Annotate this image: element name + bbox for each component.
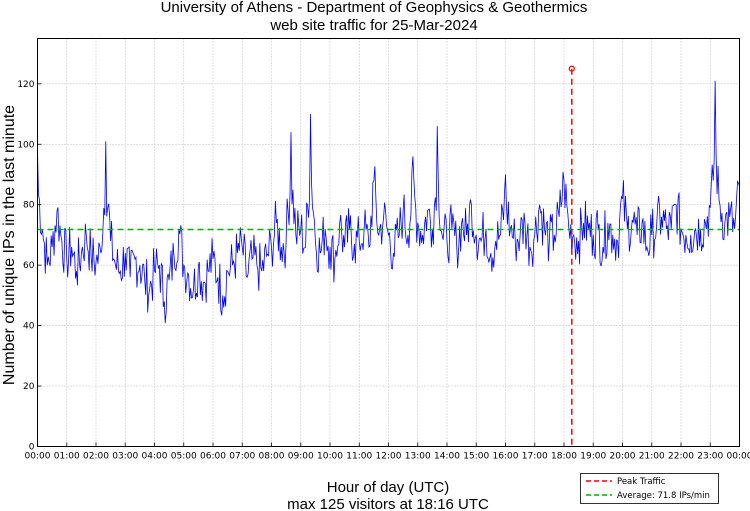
y-tick-label: 0: [29, 443, 35, 453]
x-tick-label: 10:00: [317, 452, 343, 462]
legend-average-label: Average: 71.8 IPs/min: [617, 491, 710, 501]
x-tick-label: 20:00: [610, 452, 636, 462]
legend-peak-label: Peak Traffic: [617, 477, 666, 487]
visitors-trace: [37, 80, 740, 324]
x-tick-label: 11:00: [346, 452, 372, 462]
y-tick-label: 20: [23, 382, 35, 392]
x-tick-label: 00:00: [25, 452, 51, 462]
x-tick-label: 00:00: [727, 452, 750, 462]
x-tick-label: 22:00: [668, 452, 694, 462]
y-axis-label: Number of unique IPs in the last minute: [1, 105, 18, 385]
x-tick-label: 05:00: [171, 452, 197, 462]
chart-title: University of Athens - Department of Geo…: [161, 0, 588, 16]
chart-subtitle: web site traffic for 25-Mar-2024: [269, 17, 477, 34]
x-tick-label: 23:00: [697, 452, 723, 462]
x-tick-label: 13:00: [405, 452, 431, 462]
x-tick-label: 12:00: [376, 452, 402, 462]
x-tick-label: 01:00: [54, 452, 80, 462]
x-tick-label: 06:00: [200, 452, 226, 462]
x-tick-label: 14:00: [434, 452, 460, 462]
x-tick-label: 03:00: [112, 452, 138, 462]
x-tick-label: 21:00: [639, 452, 665, 462]
x-tick-label: 18:00: [551, 452, 577, 462]
y-tick-label: 40: [23, 322, 35, 332]
y-tick-label: 60: [23, 261, 35, 271]
visitors-series: [37, 80, 740, 324]
y-axis-ticks: 0 20 40 60 80 100 120: [17, 80, 42, 453]
x-tick-label: 19:00: [580, 452, 606, 462]
peak-summary: max 125 visitors at 18:16 UTC: [287, 496, 489, 511]
x-tick-label: 15:00: [463, 452, 489, 462]
y-tick-label: 80: [23, 201, 35, 211]
x-tick-label: 16:00: [493, 452, 519, 462]
x-tick-label: 09:00: [288, 452, 314, 462]
x-tick-label: 17:00: [522, 452, 548, 462]
x-tick-label: 08:00: [259, 452, 285, 462]
y-tick-label: 100: [17, 140, 34, 150]
x-tick-label: 04:00: [142, 452, 168, 462]
x-tick-label: 07:00: [229, 452, 255, 462]
x-axis-ticks: 00:00 01:00 02:00 03:00 04:00 05:00 06:00 07:00…: [25, 442, 750, 462]
legend: Peak Traffic Average: 71.8 IPs/min: [580, 473, 719, 504]
peak-marker: [568, 65, 575, 72]
y-tick-label: 120: [17, 80, 34, 90]
x-axis-label: Hour of day (UTC): [327, 479, 450, 496]
legend-box: [580, 473, 719, 504]
x-tick-label: 02:00: [83, 452, 109, 462]
